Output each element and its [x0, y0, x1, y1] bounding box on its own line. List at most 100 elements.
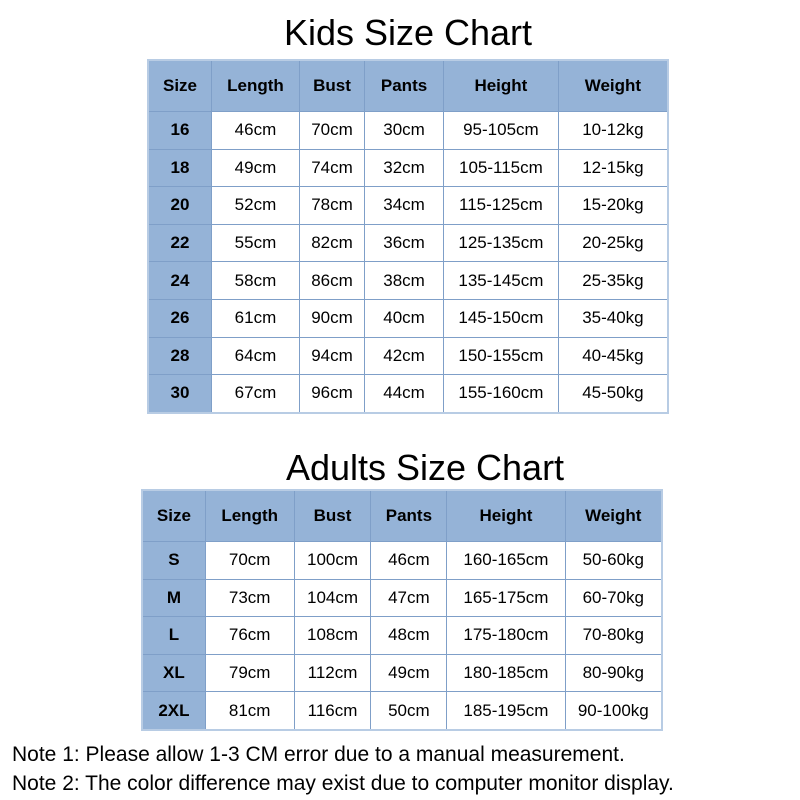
- column-header: Pants: [364, 59, 444, 112]
- table-row: 28 64cm 94cm 42cm 150-155cm 40-45kg: [147, 336, 669, 376]
- table-cell: 160-165cm: [446, 541, 566, 580]
- table-cell: 108cm: [293, 616, 372, 655]
- header-row: Size Length Bust Pants Height Weight: [147, 59, 669, 112]
- table-row: 20 52cm 78cm 34cm 115-125cm 15-20kg: [147, 186, 669, 225]
- table-cell: 60-70kg: [564, 578, 663, 618]
- note-1: Note 1: Please allow 1-3 CM error due to…: [12, 743, 625, 766]
- table-cell: 46cm: [211, 111, 300, 150]
- table-row: M 73cm 104cm 47cm 165-175cm 60-70kg: [141, 578, 663, 618]
- size-cell: S: [141, 541, 206, 580]
- size-cell: 20: [147, 186, 212, 225]
- table-cell: 40cm: [364, 298, 444, 338]
- header-row: Size Length Bust Pants Height Weight: [141, 489, 663, 542]
- table-cell: 42cm: [364, 336, 444, 376]
- size-cell: 16: [147, 111, 212, 150]
- table-cell: 38cm: [364, 261, 444, 300]
- column-header: Height: [446, 489, 566, 542]
- table-cell: 20-25kg: [557, 223, 669, 263]
- size-cell: 28: [147, 336, 212, 376]
- table-cell: 81cm: [204, 691, 295, 731]
- size-cell: 22: [147, 223, 212, 263]
- size-cell: 30: [147, 374, 212, 414]
- table-row: 30 67cm 96cm 44cm 155-160cm 45-50kg: [147, 374, 669, 414]
- table-cell: 180-185cm: [446, 653, 566, 693]
- table-cell: 46cm: [370, 541, 448, 580]
- column-header: Length: [204, 489, 295, 542]
- table-cell: 50cm: [370, 691, 448, 731]
- table-cell: 30cm: [364, 111, 444, 150]
- table-cell: 95-105cm: [442, 111, 559, 150]
- table-cell: 74cm: [298, 148, 366, 188]
- table-cell: 67cm: [211, 374, 300, 414]
- table-row: 22 55cm 82cm 36cm 125-135cm 20-25kg: [147, 223, 669, 263]
- table-cell: 112cm: [293, 653, 372, 693]
- table-cell: 70cm: [298, 111, 366, 150]
- table-row: 26 61cm 90cm 40cm 145-150cm 35-40kg: [147, 298, 669, 338]
- table-cell: 10-12kg: [557, 111, 669, 150]
- column-header: Weight: [564, 489, 663, 542]
- table-row: 2XL 81cm 116cm 50cm 185-195cm 90-100kg: [141, 691, 663, 731]
- table-row: XL 79cm 112cm 49cm 180-185cm 80-90kg: [141, 653, 663, 693]
- kids-title: Kids Size Chart: [283, 12, 533, 53]
- table-cell: 44cm: [364, 374, 444, 414]
- table-row: S 70cm 100cm 46cm 160-165cm 50-60kg: [141, 541, 663, 580]
- table-cell: 145-150cm: [442, 298, 559, 338]
- table-cell: 90-100kg: [564, 691, 663, 731]
- table-cell: 40-45kg: [557, 336, 669, 376]
- table-cell: 185-195cm: [446, 691, 566, 731]
- table-cell: 155-160cm: [442, 374, 559, 414]
- size-cell: 18: [147, 148, 212, 188]
- size-cell: 24: [147, 261, 212, 300]
- kids-size-table: Size Length Bust Pants Height Weight 16 46cm 70c…: [147, 59, 669, 414]
- table-cell: 94cm: [298, 336, 366, 376]
- table-cell: 104cm: [293, 578, 372, 618]
- table-cell: 49cm: [211, 148, 300, 188]
- table-cell: 47cm: [370, 578, 448, 618]
- size-cell: L: [141, 616, 206, 655]
- table-cell: 135-145cm: [442, 261, 559, 300]
- table-cell: 48cm: [370, 616, 448, 655]
- table-cell: 115-125cm: [442, 186, 559, 225]
- column-header: Size: [141, 489, 206, 542]
- column-header: Height: [442, 59, 559, 112]
- adults-size-table: Size Length Bust Pants Height Weight S 70cm 100c…: [141, 489, 663, 731]
- table-cell: 86cm: [298, 261, 366, 300]
- table-cell: 34cm: [364, 186, 444, 225]
- size-cell: 2XL: [141, 691, 206, 731]
- column-header: Bust: [298, 59, 366, 112]
- column-header: Size: [147, 59, 212, 112]
- table-cell: 49cm: [370, 653, 448, 693]
- table-cell: 116cm: [293, 691, 372, 731]
- table-cell: 82cm: [298, 223, 366, 263]
- table-cell: 79cm: [204, 653, 295, 693]
- table-cell: 73cm: [204, 578, 295, 618]
- table-cell: 32cm: [364, 148, 444, 188]
- table-cell: 64cm: [211, 336, 300, 376]
- table-cell: 70-80kg: [564, 616, 663, 655]
- size-cell: M: [141, 578, 206, 618]
- table-cell: 96cm: [298, 374, 366, 414]
- table-cell: 78cm: [298, 186, 366, 225]
- table-cell: 100cm: [293, 541, 372, 580]
- table-cell: 175-180cm: [446, 616, 566, 655]
- column-header: Pants: [370, 489, 448, 542]
- table-cell: 150-155cm: [442, 336, 559, 376]
- table-row: 18 49cm 74cm 32cm 105-115cm 12-15kg: [147, 148, 669, 188]
- table-cell: 50-60kg: [564, 541, 663, 580]
- adults-title: Adults Size Chart: [285, 447, 565, 488]
- column-header: Length: [211, 59, 300, 112]
- table-row: L 76cm 108cm 48cm 175-180cm 70-80kg: [141, 616, 663, 655]
- table-cell: 80-90kg: [564, 653, 663, 693]
- note-2: Note 2: The color difference may exist d…: [12, 772, 674, 795]
- column-header: Bust: [293, 489, 372, 542]
- table-cell: 45-50kg: [557, 374, 669, 414]
- size-cell: 26: [147, 298, 212, 338]
- table-cell: 35-40kg: [557, 298, 669, 338]
- column-header: Weight: [557, 59, 669, 112]
- table-cell: 58cm: [211, 261, 300, 300]
- table-cell: 76cm: [204, 616, 295, 655]
- table-cell: 90cm: [298, 298, 366, 338]
- table-row: 16 46cm 70cm 30cm 95-105cm 10-12kg: [147, 111, 669, 150]
- table-row: 24 58cm 86cm 38cm 135-145cm 25-35kg: [147, 261, 669, 300]
- size-cell: XL: [141, 653, 206, 693]
